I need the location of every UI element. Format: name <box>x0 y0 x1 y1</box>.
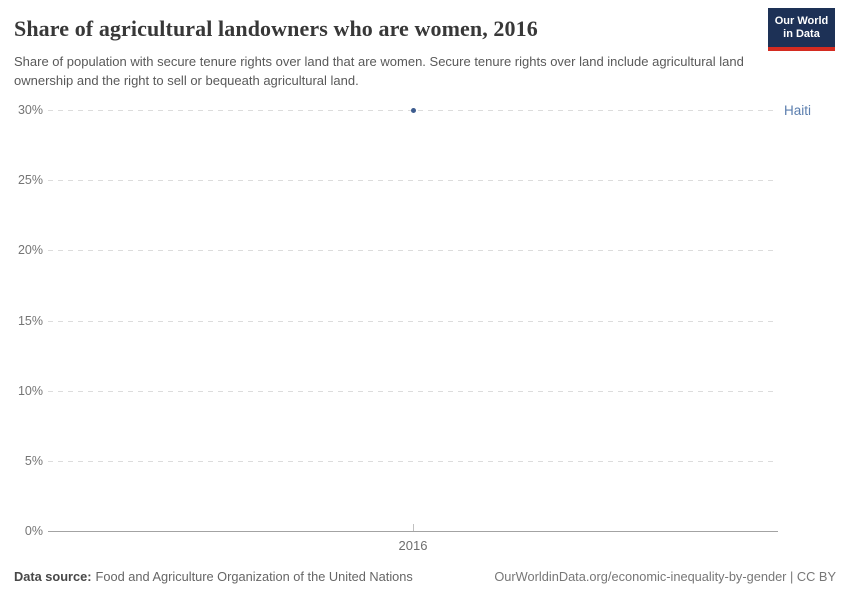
owid-logo-text-line1: Our World <box>774 15 829 27</box>
license-label: CC BY <box>796 569 836 584</box>
chart-subtitle: Share of population with secure tenure r… <box>14 54 744 88</box>
y-axis-tick-label: 30% <box>17 103 43 117</box>
gridline-10pct <box>48 391 778 392</box>
data-source-note: Data source: Food and Agriculture Organiz… <box>14 569 413 584</box>
attribution: OurWorldinData.org/economic-inequality-b… <box>494 569 836 584</box>
x-axis-line <box>48 531 778 532</box>
data-source-label: Data source: <box>14 569 92 584</box>
page-title: Share of agricultural landowners who are… <box>14 16 538 41</box>
y-axis-tick-label: 5% <box>24 454 43 468</box>
data-source-value: Food and Agriculture Organization of the… <box>95 569 413 584</box>
y-axis-tick-label: 0% <box>24 524 43 538</box>
y-axis-tick-label: 10% <box>17 384 43 398</box>
x-axis-tick-label: 2016 <box>398 538 428 553</box>
gridline-20pct <box>48 250 778 251</box>
owid-logo-text-line2: in Data <box>783 28 820 40</box>
gridline-25pct <box>48 180 778 181</box>
gridline-15pct <box>48 321 778 322</box>
y-axis-tick-label: 25% <box>17 173 43 187</box>
attribution-separator: | <box>786 569 797 584</box>
owid-logo[interactable]: Our World in Data <box>768 8 835 51</box>
gridline-5pct <box>48 461 778 462</box>
y-axis-tick-label: 20% <box>17 243 43 257</box>
data-point-haiti[interactable] <box>411 108 416 113</box>
entity-label-haiti[interactable]: Haiti <box>784 103 812 118</box>
y-axis-tick-label: 15% <box>17 314 43 328</box>
x-axis-tick-mark <box>413 524 414 531</box>
attribution-link[interactable]: OurWorldinData.org/economic-inequality-b… <box>494 569 787 584</box>
